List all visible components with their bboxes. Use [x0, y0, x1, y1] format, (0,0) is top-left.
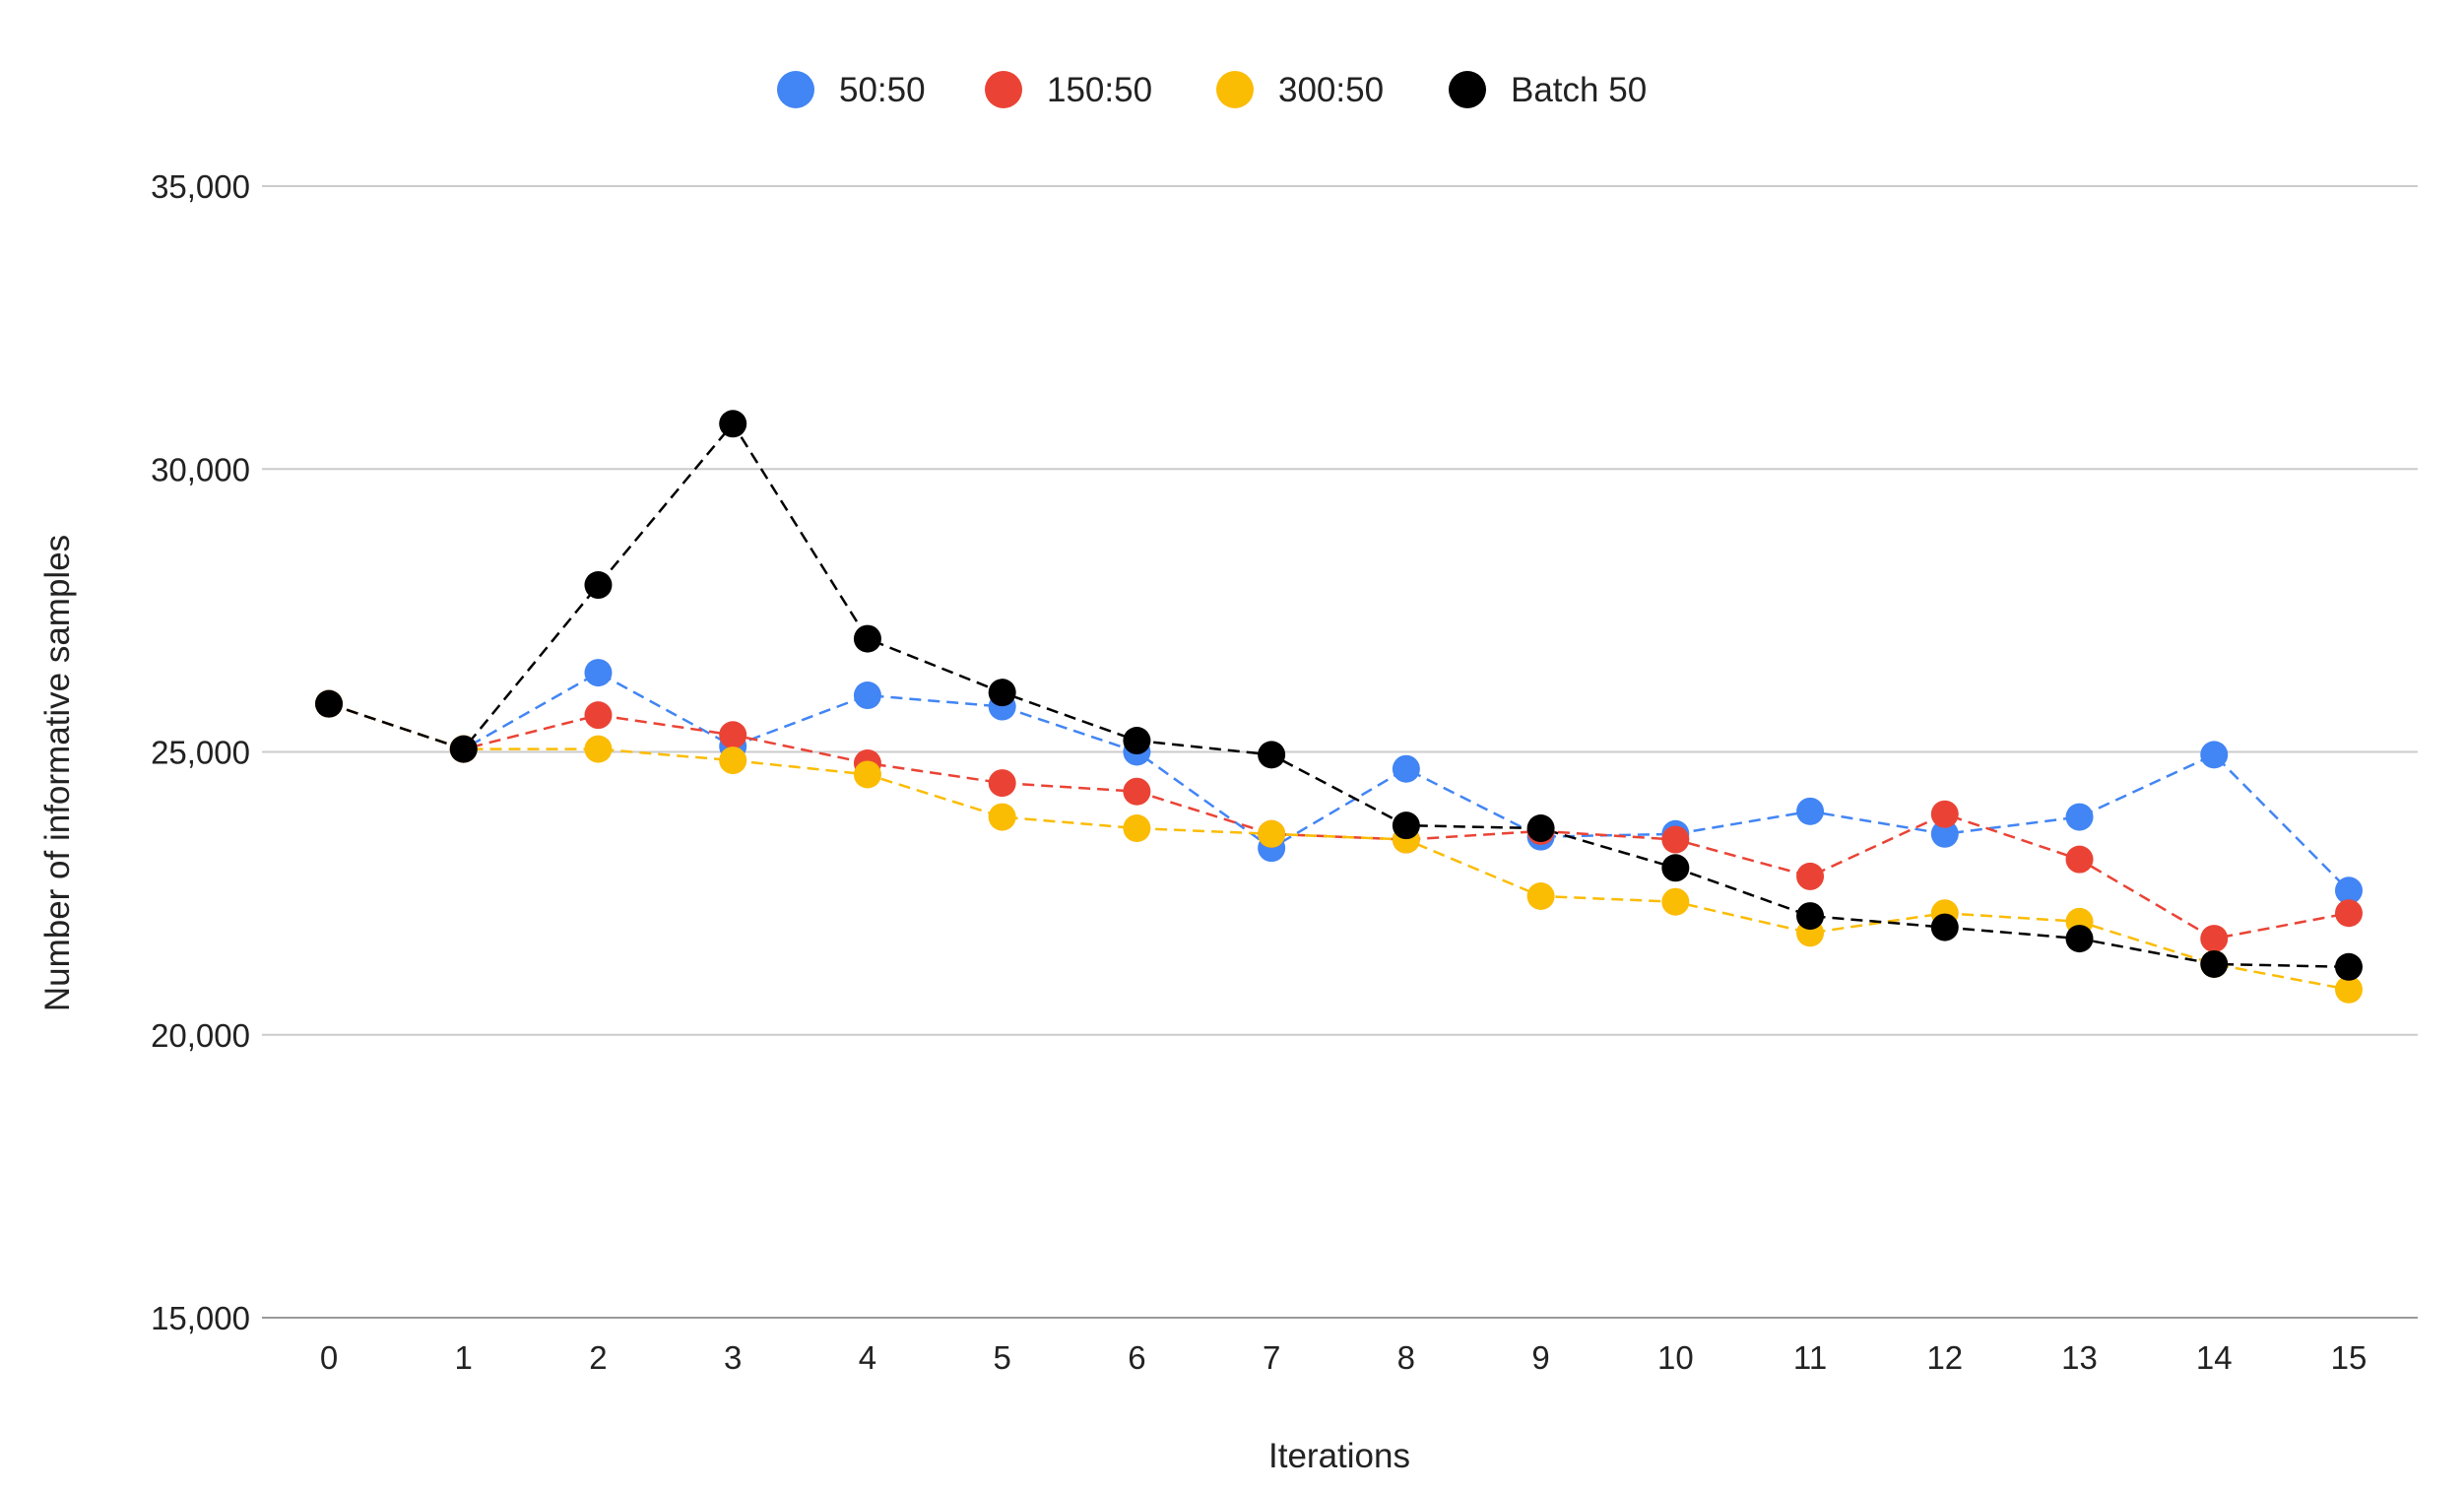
legend-item-150-50[interactable]: 150:50 — [985, 71, 1152, 109]
data-point-300-50[interactable] — [1123, 814, 1151, 843]
x-tick-label: 0 — [320, 1339, 338, 1376]
x-tick-label: 10 — [1657, 1339, 1694, 1376]
data-point-150-50[interactable] — [1796, 862, 1825, 890]
legend[interactable]: 50:50 150:50 300:50 Batch 50 — [777, 71, 1647, 109]
data-point-batch-50[interactable] — [1258, 741, 1286, 769]
data-point-300-50[interactable] — [853, 760, 881, 789]
data-point-50-50[interactable] — [584, 659, 613, 687]
data-point-150-50[interactable] — [1930, 800, 1959, 828]
data-point-batch-50[interactable] — [1661, 854, 1690, 882]
data-point-50-50[interactable] — [2200, 741, 2229, 769]
data-point-50-50[interactable] — [1930, 819, 1959, 848]
data-point-150-50[interactable] — [2065, 845, 2094, 874]
x-tick-label: 9 — [1531, 1339, 1549, 1376]
x-tick-label: 5 — [993, 1339, 1010, 1376]
data-point-150-50[interactable] — [2200, 925, 2229, 953]
legend-label: 300:50 — [1278, 71, 1384, 109]
x-tick-label: 15 — [2331, 1339, 2367, 1376]
x-axis-ticks: 0 1 2 3 4 5 6 7 8 9 10 11 12 13 14 15 — [320, 1339, 2367, 1376]
legend-label: Batch 50 — [1511, 71, 1647, 109]
legend-item-50-50[interactable]: 50:50 — [777, 71, 926, 109]
x-tick-label: 8 — [1397, 1339, 1415, 1376]
x-tick-label: 14 — [2196, 1339, 2233, 1376]
x-tick-label: 3 — [724, 1339, 742, 1376]
x-tick-label: 1 — [455, 1339, 473, 1376]
legend-label: 150:50 — [1047, 71, 1152, 109]
x-tick-label: 12 — [1926, 1339, 1963, 1376]
y-axis-ticks: 15,000 20,000 25,000 30,000 35,000 — [151, 168, 250, 1336]
data-point-150-50[interactable] — [2335, 899, 2363, 928]
x-tick-label: 2 — [589, 1339, 607, 1376]
data-point-batch-50[interactable] — [2335, 952, 2363, 981]
legend-item-batch-50[interactable]: Batch 50 — [1449, 71, 1647, 109]
data-point-batch-50[interactable] — [449, 735, 478, 763]
legend-marker — [1216, 71, 1254, 108]
data-point-300-50[interactable] — [2335, 975, 2363, 1004]
series-line-batch-50 — [328, 422, 2350, 969]
data-point-300-50[interactable] — [584, 735, 613, 763]
series-lines — [328, 422, 2350, 992]
y-tick-label: 35,000 — [151, 168, 250, 205]
legend-label: 50:50 — [839, 71, 926, 109]
x-tick-label: 6 — [1128, 1339, 1145, 1376]
data-point-batch-50[interactable] — [988, 679, 1016, 707]
series-line-50-50 — [328, 671, 2350, 892]
x-tick-label: 13 — [2061, 1339, 2098, 1376]
data-point-150-50[interactable] — [719, 721, 747, 749]
data-point-50-50[interactable] — [1796, 797, 1825, 825]
x-tick-label: 7 — [1263, 1339, 1280, 1376]
series-points — [315, 410, 2363, 1004]
y-tick-label: 15,000 — [151, 1300, 250, 1336]
data-point-150-50[interactable] — [1123, 777, 1151, 806]
x-tick-label: 11 — [1793, 1339, 1827, 1376]
data-point-batch-50[interactable] — [1930, 913, 1959, 941]
data-point-batch-50[interactable] — [2200, 949, 2229, 978]
data-point-300-50[interactable] — [988, 803, 1016, 831]
legend-item-300-50[interactable]: 300:50 — [1216, 71, 1384, 109]
data-point-150-50[interactable] — [988, 769, 1016, 798]
x-axis-title: Iterations — [1268, 1437, 1410, 1475]
y-axis-title: Number of informative samples — [38, 535, 77, 1011]
data-point-300-50[interactable] — [1526, 881, 1555, 910]
legend-marker — [985, 71, 1022, 108]
data-point-50-50[interactable] — [2335, 876, 2363, 905]
series-line-150-50 — [328, 702, 2350, 941]
data-point-batch-50[interactable] — [719, 410, 747, 438]
data-point-150-50[interactable] — [584, 701, 613, 730]
series-line-300-50 — [328, 702, 2350, 992]
data-point-50-50[interactable] — [1392, 754, 1420, 783]
legend-marker — [1449, 71, 1486, 108]
data-point-50-50[interactable] — [853, 681, 881, 710]
y-tick-label: 30,000 — [151, 451, 250, 487]
data-point-batch-50[interactable] — [1392, 811, 1420, 840]
data-point-batch-50[interactable] — [1123, 727, 1151, 755]
data-point-batch-50[interactable] — [315, 689, 343, 718]
data-point-batch-50[interactable] — [584, 571, 613, 600]
data-point-50-50[interactable] — [2065, 803, 2094, 831]
y-tick-label: 25,000 — [151, 735, 250, 771]
data-point-batch-50[interactable] — [1526, 814, 1555, 843]
data-point-150-50[interactable] — [1661, 825, 1690, 854]
data-point-300-50[interactable] — [1661, 887, 1690, 916]
data-point-300-50[interactable] — [719, 746, 747, 775]
data-point-batch-50[interactable] — [2065, 925, 2094, 953]
x-tick-label: 4 — [859, 1339, 876, 1376]
legend-marker — [777, 71, 814, 108]
data-point-300-50[interactable] — [1258, 819, 1286, 848]
data-point-batch-50[interactable] — [1796, 902, 1825, 931]
data-point-batch-50[interactable] — [853, 624, 881, 653]
y-tick-label: 20,000 — [151, 1017, 250, 1054]
